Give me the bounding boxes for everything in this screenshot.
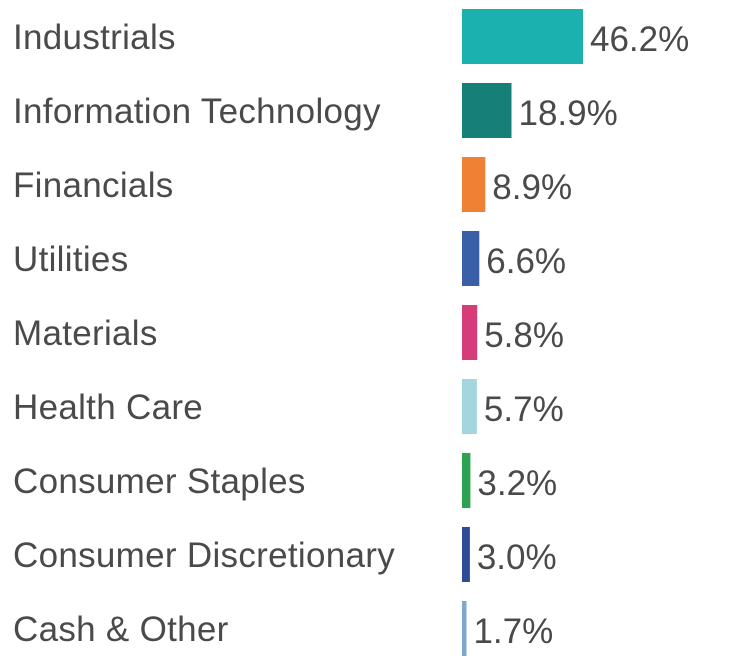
category-label-industrials: Industrials	[13, 18, 176, 57]
category-label-utilities: Utilities	[13, 240, 129, 279]
bar-industrials	[462, 9, 583, 64]
category-label-cash-and-other: Cash & Other	[13, 610, 229, 649]
category-label-materials: Materials	[13, 314, 158, 353]
value-label-cash-and-other: 1.7%	[473, 612, 553, 651]
bar-utilities	[462, 231, 480, 286]
value-label-consumer-staples: 3.2%	[477, 464, 557, 503]
category-label-consumer-discretionary: Consumer Discretionary	[13, 536, 395, 575]
category-labels: Industrials Information Technology Financi…	[13, 18, 395, 649]
category-label-health-care: Health Care	[13, 388, 203, 427]
bars	[462, 9, 583, 656]
bar-information-technology	[462, 83, 512, 138]
value-label-materials: 5.8%	[484, 316, 564, 355]
value-label-financials: 8.9%	[492, 168, 572, 207]
bar-consumer-discretionary	[462, 527, 470, 582]
value-label-industrials: 46.2%	[590, 20, 689, 59]
category-label-consumer-staples: Consumer Staples	[13, 462, 306, 501]
bar-materials	[462, 305, 478, 360]
value-label-utilities: 6.6%	[486, 242, 566, 281]
value-label-information-technology: 18.9%	[519, 94, 618, 133]
value-labels: 46.2% 18.9% 8.9% 6.6% 5.8% 5.7% 3.2% 3.0% 1.7%	[473, 20, 689, 651]
category-label-financials: Financials	[13, 166, 174, 205]
category-label-information-technology: Information Technology	[13, 92, 381, 131]
bar-financials	[462, 157, 486, 212]
value-label-health-care: 5.7%	[484, 390, 564, 429]
value-label-consumer-discretionary: 3.0%	[477, 538, 557, 577]
bar-cash-and-other	[462, 601, 467, 656]
bar-health-care	[462, 379, 477, 434]
bar-consumer-staples	[462, 453, 471, 508]
